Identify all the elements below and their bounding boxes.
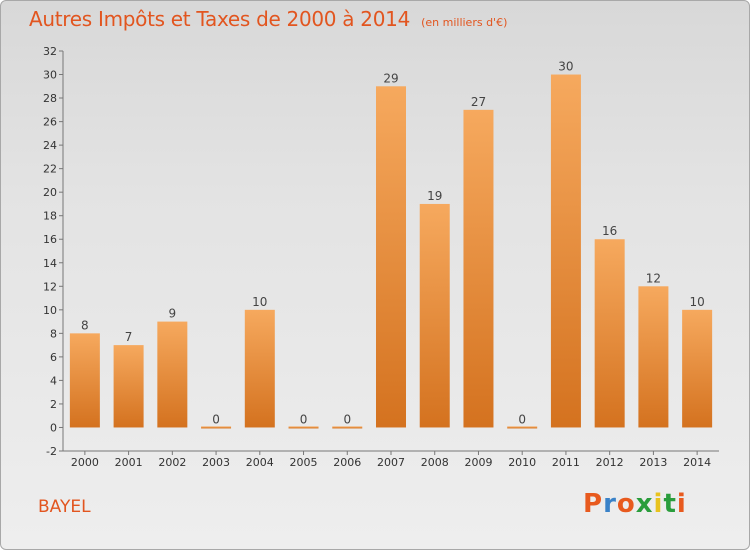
x-tick-label: 2003 <box>202 456 230 469</box>
bar-value-label: 0 <box>518 412 526 426</box>
bar[interactable] <box>463 109 494 428</box>
x-tick-label: 2005 <box>290 456 318 469</box>
bar-value-label: 10 <box>689 295 704 309</box>
y-tick-label: 6 <box>50 351 57 364</box>
bar-value-label: 0 <box>343 412 351 426</box>
y-tick-label: 18 <box>43 210 57 223</box>
bar[interactable] <box>201 426 232 429</box>
bar[interactable] <box>157 321 188 428</box>
x-tick-label: 2001 <box>115 456 143 469</box>
bar-value-label: 0 <box>300 412 308 426</box>
bar-value-label: 30 <box>558 60 573 74</box>
x-tick-label: 2010 <box>508 456 536 469</box>
bar[interactable] <box>638 286 669 428</box>
y-tick-label: 22 <box>43 163 57 176</box>
y-tick-label: 4 <box>50 374 57 387</box>
x-tick-label: 2009 <box>464 456 492 469</box>
y-tick-label: 10 <box>43 304 57 317</box>
bar[interactable] <box>419 203 450 428</box>
bar[interactable] <box>244 309 275 428</box>
y-tick-label: 28 <box>43 92 57 105</box>
x-tick-label: 2014 <box>683 456 711 469</box>
y-tick-label: 0 <box>50 421 57 434</box>
bar-value-label: 7 <box>125 330 133 344</box>
data-labels: 8 7 9 0 10 0 0 29 19 27 0 30 16 12 10 <box>81 60 705 427</box>
logo-letter: i <box>653 489 664 519</box>
bar[interactable] <box>550 74 581 428</box>
y-tick-label: 30 <box>43 69 57 82</box>
y-tick-label: 32 <box>43 45 57 58</box>
logo-letter: x <box>635 489 654 519</box>
bar-value-label: 16 <box>602 224 617 238</box>
proxiti-logo[interactable]: Proxiti <box>583 489 687 519</box>
bar[interactable] <box>682 309 713 428</box>
bar-value-label: 12 <box>646 271 661 285</box>
bar[interactable] <box>376 86 406 428</box>
bar-value-label: 19 <box>427 189 442 203</box>
bar[interactable] <box>288 426 319 429</box>
bar[interactable] <box>507 426 538 429</box>
logo-letter: t <box>663 489 677 519</box>
bar-value-label: 9 <box>169 307 177 321</box>
commune-name: BAYEL <box>38 497 91 517</box>
x-tick-label: 2004 <box>246 456 274 469</box>
logo-letter: o <box>616 489 636 519</box>
x-tick-label: 2008 <box>421 456 449 469</box>
y-tick-label: 26 <box>43 116 57 129</box>
chart-title: Autres Impôts et Taxes de 2000 à 2014 <box>29 7 410 31</box>
bars <box>69 74 713 429</box>
y-tick-label: 16 <box>43 233 57 246</box>
logo-letter: i <box>676 489 687 519</box>
x-tick-label: 2000 <box>71 456 99 469</box>
chart-subtitle: (en milliers d'€) <box>421 16 508 29</box>
bar[interactable] <box>69 333 100 428</box>
bar-value-label: 0 <box>212 412 220 426</box>
bar[interactable] <box>594 239 625 428</box>
logo-letter: r <box>603 489 617 519</box>
y-tick-label: 2 <box>50 398 57 411</box>
logo-letter: P <box>583 489 604 519</box>
bar[interactable] <box>332 426 363 429</box>
bar-value-label: 29 <box>383 71 398 85</box>
bar-value-label: 8 <box>81 318 89 332</box>
y-tick-label: -2 <box>46 445 57 458</box>
y-tick-label: 20 <box>43 186 57 199</box>
x-tick-label: 2011 <box>552 456 580 469</box>
y-tick-label: 12 <box>43 280 57 293</box>
bar[interactable] <box>113 345 144 428</box>
title-row: Autres Impôts et Taxes de 2000 à 2014 (e… <box>29 7 507 31</box>
x-tick-label: 2013 <box>639 456 667 469</box>
x-tick-label: 2006 <box>333 456 361 469</box>
bar-value-label: 10 <box>252 295 267 309</box>
bar-value-label: 27 <box>471 95 486 109</box>
x-tick-label: 2002 <box>158 456 186 469</box>
y-tick-label: 14 <box>43 257 57 270</box>
y-tick-label: 24 <box>43 139 57 152</box>
x-tick-label: 2007 <box>377 456 405 469</box>
y-tick-label: 8 <box>50 327 57 340</box>
x-tick-label: 2012 <box>596 456 624 469</box>
